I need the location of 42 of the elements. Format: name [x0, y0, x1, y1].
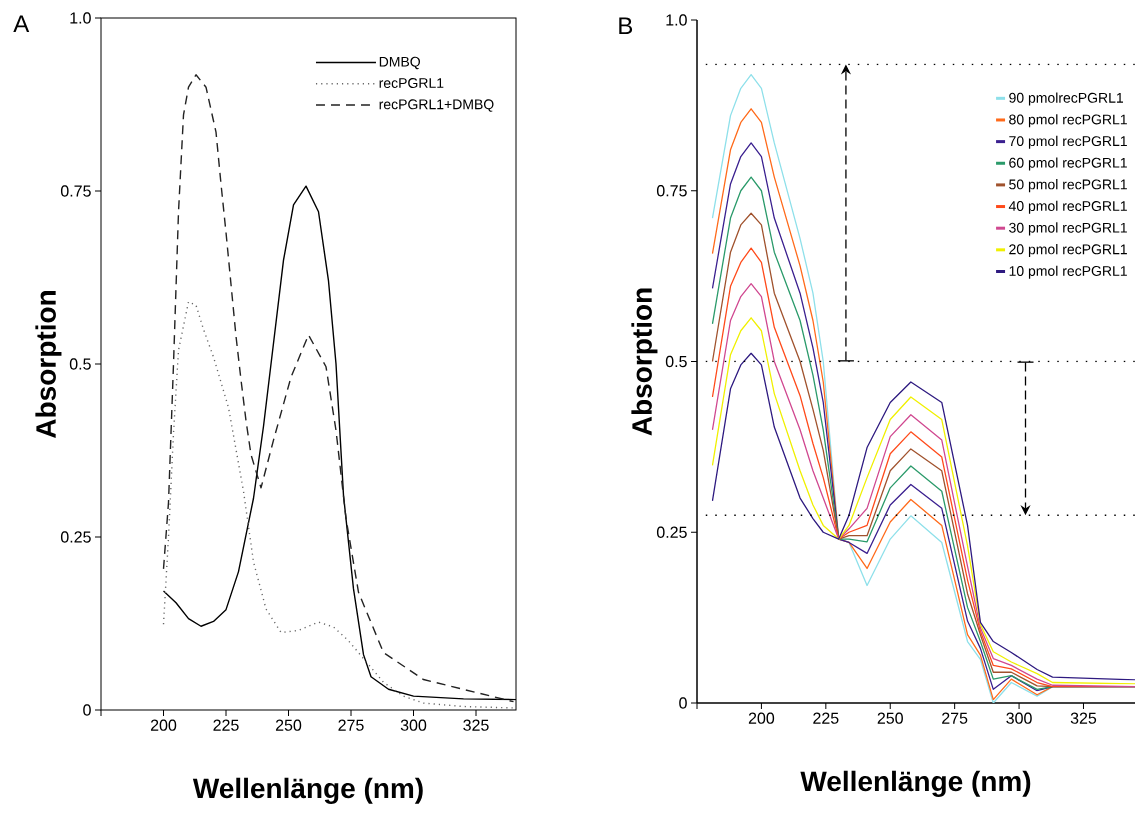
legend-label: 80 pmol recPGRL1 — [1009, 114, 1127, 128]
legend-label: recPGRL1+DMBQ — [379, 99, 494, 112]
y-tick-label: 0.5 — [665, 355, 687, 368]
legend-label: 70 pmol recPGRL1 — [1009, 135, 1127, 149]
legend-label: DMBQ — [379, 56, 421, 70]
x-tick-label: 275 — [942, 712, 968, 724]
legend-label: 50 pmol recPGRL1 — [1009, 179, 1127, 193]
x-axis-title: Wellenlänge (nm) — [192, 777, 423, 804]
chart-title: A — [13, 15, 30, 33]
legend-label: 60 pmol recPGRL1 — [1009, 157, 1127, 171]
y-axis-title: Absorption — [631, 288, 658, 436]
y-tick-label: 1.0 — [70, 12, 91, 24]
line-series — [162, 301, 515, 709]
legend-label: 40 pmol recPGRL1 — [1008, 200, 1127, 214]
legend-label: 10 pmol recPGRL1 — [1009, 265, 1127, 279]
x-axis-title: Wellenlänge (nm) — [800, 770, 1031, 797]
y-tick-label: 0.75 — [60, 185, 91, 197]
x-tick-label: 300 — [1006, 712, 1032, 724]
y-tick-label: 0 — [679, 697, 687, 709]
x-tick-label: 275 — [338, 719, 364, 731]
line-series — [162, 74, 515, 703]
x-tick-label: 225 — [813, 712, 839, 724]
y-tick-label: 1.0 — [666, 14, 687, 26]
legend-label: 20 pmol recPGRL1 — [1009, 244, 1127, 258]
y-tick-label: 0.5 — [69, 358, 91, 370]
x-tick-label: 325 — [1070, 712, 1097, 724]
y-tick-label: 0.25 — [60, 531, 91, 543]
legend-label: 30 pmol recPGRL1 — [1009, 222, 1127, 236]
y-tick-label: 0.25 — [656, 526, 687, 538]
x-tick-label: 325 — [463, 719, 489, 731]
chart-title: B — [619, 17, 633, 35]
x-tick-label: 250 — [275, 719, 302, 731]
y-tick-label: 0 — [83, 704, 91, 716]
x-tick-label: 200 — [748, 712, 775, 724]
y-tick-label: 0.75 — [656, 185, 687, 197]
legend-label: recPGRL1 — [379, 78, 444, 88]
x-tick-label: 200 — [150, 719, 177, 731]
y-axis-title: Absorption — [35, 291, 62, 438]
x-tick-label: 300 — [400, 719, 427, 731]
x-tick-label: 225 — [213, 719, 239, 731]
legend-label: 90 pmolrecPGRL1 — [1009, 92, 1124, 106]
x-tick-label: 250 — [877, 712, 903, 724]
